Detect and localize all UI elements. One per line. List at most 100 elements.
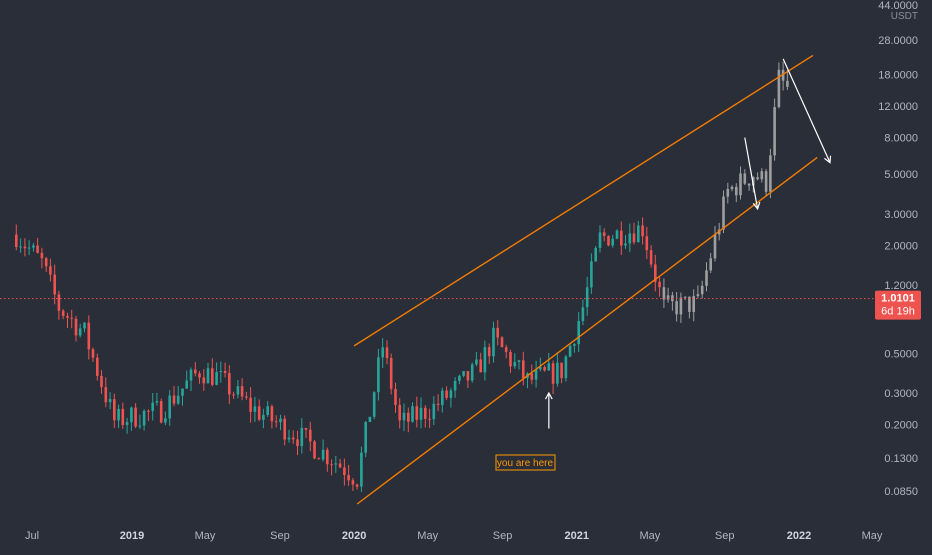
x-tick-label: 2021: [565, 530, 589, 542]
candle-body: [696, 294, 700, 297]
candle-body: [104, 387, 108, 403]
candle-body: [189, 369, 193, 381]
arrow-head: [544, 391, 553, 400]
candle-body: [40, 252, 44, 259]
arrow-line: [744, 137, 759, 209]
candle-body: [257, 406, 261, 420]
y-tick-label: 8.0000: [884, 133, 918, 145]
candle-body: [637, 225, 640, 243]
candle-body: [181, 388, 184, 396]
candle-body: [347, 475, 350, 481]
candle-body: [215, 372, 218, 385]
y-tick-label: 0.5000: [884, 348, 918, 360]
candle-body: [304, 428, 308, 430]
candle-body: [151, 402, 154, 411]
candle-body: [428, 418, 431, 420]
candle-body: [752, 177, 755, 186]
candle-body: [138, 425, 142, 427]
candle-body: [402, 412, 406, 421]
candle-body: [360, 452, 363, 487]
candle-body: [590, 261, 593, 288]
candle-body: [355, 484, 359, 487]
candle-body: [372, 392, 376, 417]
candle-body: [240, 386, 244, 397]
candle-body: [326, 449, 329, 465]
candle-body: [270, 406, 274, 422]
candle-body: [407, 412, 410, 422]
candle-body: [419, 407, 423, 420]
current-price-box: [875, 290, 921, 320]
candle-body: [279, 418, 282, 422]
candle-body: [543, 367, 546, 371]
candle-body: [66, 315, 69, 318]
candle-body: [23, 246, 27, 249]
candle-body: [274, 421, 278, 423]
annotation-text: you are here: [497, 458, 554, 469]
candle-body: [245, 396, 248, 398]
candle-body: [504, 347, 508, 352]
candle-body: [262, 414, 265, 420]
y-tick-label: 12.0000: [878, 101, 918, 113]
candle-body: [19, 246, 22, 248]
candle-body: [338, 463, 342, 468]
x-tick-label: Jul: [25, 530, 39, 542]
arrows-layer: [544, 58, 832, 429]
candle-body: [475, 359, 478, 365]
candle-body: [436, 403, 440, 405]
candle-body: [87, 322, 91, 350]
candle-body: [645, 236, 649, 251]
candle-body: [377, 357, 380, 393]
candle-body: [83, 322, 86, 329]
candle-body: [389, 358, 393, 389]
candle-body: [658, 281, 661, 288]
candle-body: [232, 394, 235, 396]
candle-body: [786, 80, 789, 87]
x-axis: Jul 2019 May Sep 2020 May Sep 2021 May Sep 2022 May: [25, 530, 883, 542]
candle-body: [594, 247, 597, 262]
candle-body: [194, 369, 197, 374]
candle-body: [385, 347, 389, 358]
candle-body: [49, 266, 52, 275]
candle-body: [172, 395, 176, 404]
candle-body: [70, 317, 73, 319]
y-tick-label: 18.0000: [878, 70, 918, 82]
candle-body: [398, 405, 401, 421]
candle-body: [598, 232, 602, 248]
candle-body: [74, 318, 78, 336]
candle-body: [330, 464, 333, 466]
candle-body: [368, 416, 372, 422]
candle-body: [343, 467, 346, 475]
candle-body: [756, 177, 759, 180]
candle-body: [219, 371, 223, 372]
candle-body: [568, 345, 572, 357]
candle-body: [466, 371, 470, 381]
candle-body: [675, 301, 678, 315]
candle-body: [713, 234, 717, 259]
channel-lower-line: [356, 156, 818, 505]
candle-body: [654, 264, 657, 282]
candle-body: [198, 373, 201, 378]
candle-body: [585, 287, 589, 308]
candle-body: [649, 250, 653, 265]
candle-body: [564, 356, 568, 379]
candle-body: [487, 347, 491, 357]
candle-body: [500, 337, 504, 348]
candle-body: [415, 406, 419, 420]
candle-body: [534, 369, 538, 380]
candle-body: [722, 196, 725, 230]
current-price-layer: 1.0101 6d 19h: [0, 290, 921, 320]
candle-body: [296, 439, 299, 447]
candle-body: [777, 69, 781, 108]
x-tick-label: May: [640, 530, 661, 542]
candle-body: [321, 449, 325, 460]
candle-body: [206, 368, 210, 384]
candle-body: [164, 418, 167, 423]
candle-body: [291, 437, 295, 440]
candle-body: [688, 296, 691, 312]
candle-body: [283, 418, 286, 440]
y-tick-label: 28.0000: [878, 35, 918, 47]
candle-body: [159, 401, 163, 423]
candle-body: [666, 295, 670, 300]
